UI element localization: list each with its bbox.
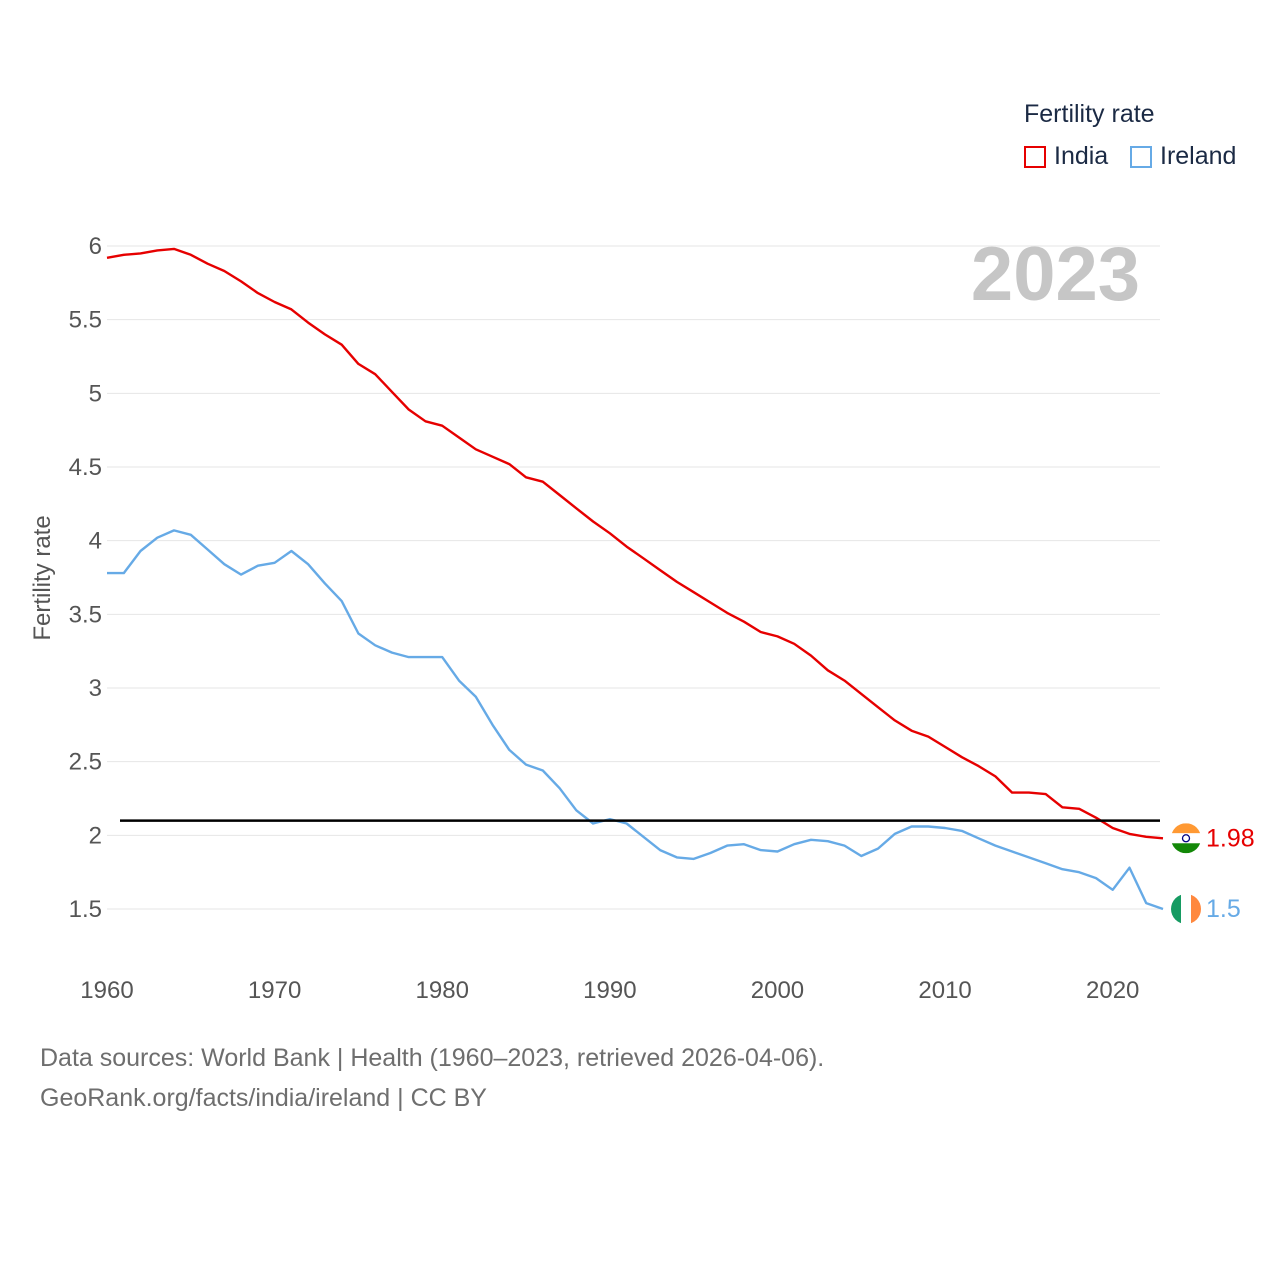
y-tick-label: 2.5 bbox=[69, 749, 102, 776]
y-tick-label: 3.5 bbox=[69, 601, 102, 628]
y-axis-ticks: 1.5 2 2.5 3 3.5 4 4.5 5 5.5 6 bbox=[69, 233, 102, 923]
y-tick-label: 4.5 bbox=[69, 454, 102, 481]
flag-ireland-icon bbox=[1171, 894, 1201, 924]
y-tick-label: 4 bbox=[89, 528, 102, 555]
legend-label-india: India bbox=[1054, 142, 1109, 170]
y-tick-label: 6 bbox=[89, 233, 102, 260]
y-tick-label: 5.5 bbox=[69, 307, 102, 334]
x-axis-ticks: 1960 1970 1980 1990 2000 2010 2020 bbox=[80, 977, 1139, 1004]
x-tick-label: 2020 bbox=[1086, 977, 1139, 1004]
y-tick-label: 1.5 bbox=[69, 896, 102, 923]
end-value-label-india: 1.98 bbox=[1206, 824, 1255, 852]
series-line-ireland[interactable] bbox=[107, 529, 1164, 911]
y-tick-label: 2 bbox=[89, 822, 102, 849]
x-tick-label: 1990 bbox=[583, 977, 636, 1004]
y-axis-label: Fertility rate bbox=[29, 515, 56, 640]
legend-swatch-ireland bbox=[1130, 145, 1152, 168]
data-source-note: Data sources: World Bank | Health (1960–… bbox=[40, 1044, 825, 1072]
end-markers: 1.98 1.5 bbox=[1171, 823, 1255, 924]
flag-india-icon bbox=[1171, 823, 1201, 854]
source-link[interactable]: GeoRank.org/facts/india/ireland | CC BY bbox=[40, 1084, 487, 1112]
x-tick-label: 2010 bbox=[918, 977, 971, 1004]
x-tick-label: 2000 bbox=[751, 977, 804, 1004]
x-tick-label: 1970 bbox=[248, 977, 301, 1004]
end-value-label-ireland: 1.5 bbox=[1206, 895, 1241, 923]
legend-label-ireland: Ireland bbox=[1160, 142, 1237, 170]
grid-lines bbox=[107, 245, 1160, 910]
x-tick-label: 1980 bbox=[416, 977, 469, 1004]
series-group bbox=[106, 247, 1164, 911]
y-tick-label: 5 bbox=[89, 380, 102, 407]
legend-swatch-india bbox=[1024, 145, 1046, 168]
legend-title: Fertility rate bbox=[1024, 100, 1155, 128]
legend-item-india[interactable]: India bbox=[1024, 142, 1108, 171]
y-tick-label: 3 bbox=[89, 675, 102, 702]
series-line-india[interactable] bbox=[106, 247, 1164, 840]
year-label: 2023 bbox=[971, 232, 1140, 317]
x-tick-label: 1960 bbox=[80, 977, 133, 1004]
legend-item-ireland[interactable]: Ireland bbox=[1130, 142, 1236, 171]
